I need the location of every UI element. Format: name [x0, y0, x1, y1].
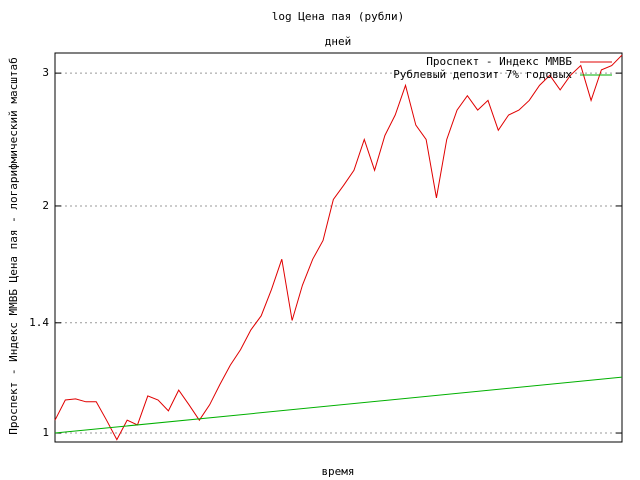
plot-frame: [54, 52, 623, 443]
chart-subtitle: дней: [325, 35, 352, 48]
x-axis-label: время: [321, 465, 354, 478]
y-tick-label: 3: [42, 66, 49, 79]
data-line: [54, 54, 623, 441]
data-line: [54, 376, 623, 434]
y-axis-label: Проспект - Индекс ММВБ Цена пая - логари…: [7, 57, 20, 435]
legend-label: Проспект - Индекс ММВБ: [426, 55, 572, 68]
legend-label: Рублевый депозит 7% годовых: [393, 68, 572, 81]
y-tick-label: 1: [42, 426, 49, 439]
y-tick-label: 1.4: [29, 316, 49, 329]
chart-title: log Цена пая (рубли): [272, 10, 404, 23]
y-tick-label: 2: [42, 199, 49, 212]
